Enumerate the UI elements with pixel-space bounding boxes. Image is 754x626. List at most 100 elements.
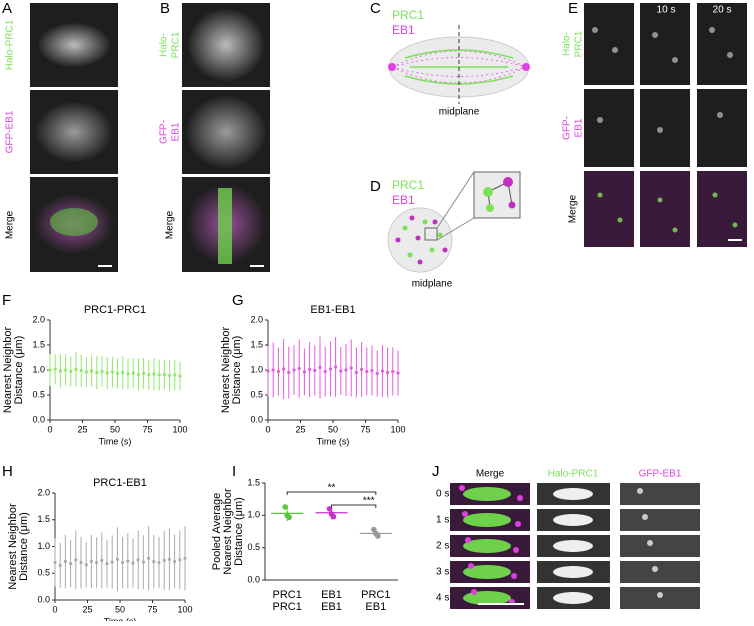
prc1-signal xyxy=(463,487,511,501)
data-point xyxy=(266,369,270,373)
data-point xyxy=(79,368,83,373)
data-point xyxy=(292,368,296,372)
data-point xyxy=(64,368,68,372)
panel-letters: A B C D E F G H I J xyxy=(2,0,578,480)
data-point xyxy=(115,557,119,561)
pole xyxy=(388,63,396,71)
time-label: 20 s xyxy=(713,5,732,16)
data-point xyxy=(147,556,151,560)
data-point xyxy=(152,559,156,564)
channel-label: Halo- xyxy=(562,32,573,56)
x-tick-label: PRC1 PRC1 xyxy=(272,589,301,613)
data-point xyxy=(396,371,400,375)
data-point xyxy=(48,368,52,372)
zoom-inset xyxy=(473,171,521,219)
data-point xyxy=(63,559,67,564)
data-point xyxy=(375,533,381,539)
data-point xyxy=(69,562,73,566)
micrograph xyxy=(584,3,634,85)
panel-letter: D xyxy=(370,178,381,195)
data-point xyxy=(110,560,114,564)
eb1-signal xyxy=(657,592,663,598)
zoom-box xyxy=(424,227,438,241)
x-axis-label: Time (s) xyxy=(104,616,137,621)
y-tick-label: 0.5 xyxy=(37,568,50,578)
channel-label: PRC1 xyxy=(574,30,585,57)
data-point xyxy=(100,369,104,374)
data-point xyxy=(89,559,93,564)
data-point xyxy=(95,370,99,375)
x-tick-label: 75 xyxy=(142,424,152,434)
time-label: 3 s xyxy=(436,567,449,578)
zoom-line xyxy=(436,171,475,229)
eb1-signal xyxy=(515,521,521,527)
x-tick-label: 50 xyxy=(115,604,125,614)
data-point xyxy=(271,368,275,372)
y-axis-label: Distance (μm) xyxy=(233,497,245,566)
micrograph xyxy=(620,561,700,583)
panel-j: Merge Halo-PRC1 GFP-EB1 0 s 1 s 2 s 3 s 4 s xyxy=(436,469,700,609)
x-tick-label: 100 xyxy=(390,424,405,434)
data-point xyxy=(84,563,88,567)
midzone xyxy=(218,188,232,264)
y-axis-label: Pooled Average xyxy=(211,493,223,570)
eb1-signal xyxy=(471,589,477,595)
time-label: 2 s xyxy=(436,541,449,552)
eb1-signal xyxy=(459,485,465,491)
channel-label: Merge xyxy=(568,194,579,223)
y-tick-label: 2.0 xyxy=(37,487,50,497)
data-point xyxy=(84,370,88,374)
midplane-label: midplane xyxy=(412,279,453,290)
prc1-signal xyxy=(553,514,593,526)
y-tick-label: 2.0 xyxy=(32,314,45,324)
x-tick-label: 25 xyxy=(295,424,305,434)
y-axis-label: Distance (μm) xyxy=(13,336,25,405)
data-point xyxy=(142,371,146,376)
legend-label: PRC1 xyxy=(392,8,424,22)
channel-label: Halo- xyxy=(159,33,170,57)
chart-title: EB1-EB1 xyxy=(310,304,355,316)
panel-b: Halo- PRC1 GFP- EB1 Merge xyxy=(159,3,270,272)
micrograph xyxy=(697,171,747,247)
data-point xyxy=(282,367,286,371)
micrograph xyxy=(620,509,700,531)
prc1-signal xyxy=(463,591,511,605)
y-tick-label: 1.0 xyxy=(37,541,50,551)
eb1-signal xyxy=(637,488,643,494)
panel-letter: H xyxy=(2,463,13,480)
channel-label: EB1 xyxy=(171,122,182,141)
data-point xyxy=(69,369,73,374)
y-tick-label: 1.0 xyxy=(32,364,45,374)
eb1-signal xyxy=(462,511,468,517)
significance-label: *** xyxy=(363,496,375,507)
column-label: Merge xyxy=(476,469,505,480)
data-point xyxy=(339,369,343,373)
data-point xyxy=(183,556,187,560)
data-point xyxy=(105,371,109,375)
data-point xyxy=(173,559,177,564)
channel-label: GFP- xyxy=(562,116,573,140)
channel-label: GFP- xyxy=(159,120,170,144)
data-point xyxy=(365,369,369,374)
prc1-signal xyxy=(463,565,511,579)
panel-letter: J xyxy=(432,463,440,480)
data-point xyxy=(131,371,135,375)
panel-letter: C xyxy=(370,0,381,17)
eb1-dot xyxy=(503,177,513,187)
significance-label: ** xyxy=(328,483,336,494)
pole xyxy=(522,63,530,71)
data-point xyxy=(126,372,130,376)
prc1-signal xyxy=(553,540,593,552)
data-point xyxy=(297,366,301,371)
data-point xyxy=(370,368,374,373)
panel-e: 0 s 10 s 20 s Halo- PRC1 GFP- EB1 Merge xyxy=(562,3,747,247)
micrograph xyxy=(620,483,700,505)
y-tick-label: 1.0 xyxy=(247,510,260,520)
data-point xyxy=(330,513,337,520)
x-tick-label: 0 xyxy=(52,604,57,614)
x-tick-label: 75 xyxy=(360,424,370,434)
channel-label: Merge xyxy=(5,210,16,239)
micrograph xyxy=(640,171,690,247)
data-point xyxy=(90,369,94,373)
